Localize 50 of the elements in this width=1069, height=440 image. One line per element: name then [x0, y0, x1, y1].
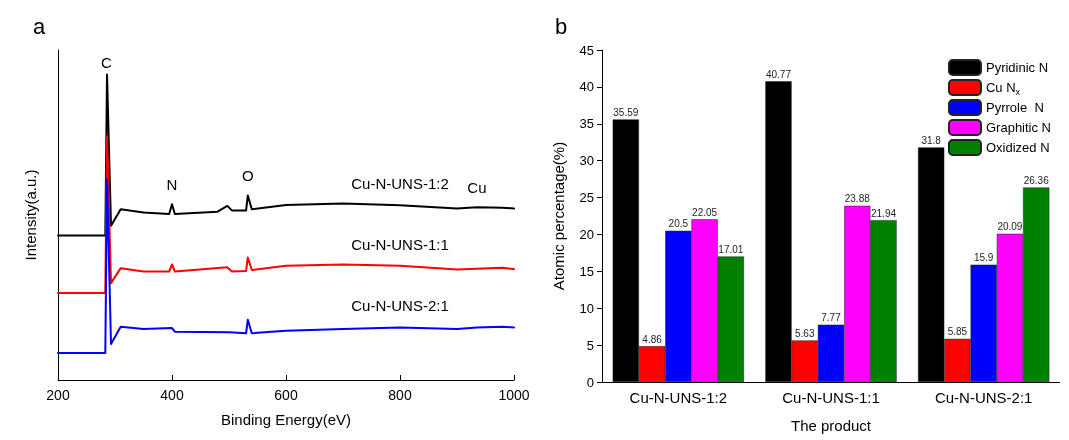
x-tick-label: 800 [388, 387, 412, 403]
annotation: O [241, 167, 254, 185]
data-label: 23.88 [844, 193, 871, 205]
data-label: 21.94 [871, 207, 897, 219]
legend-label: Pyridinic N [985, 60, 1049, 75]
y-tick-label: 30 [579, 153, 594, 169]
y-tick-label: 35 [579, 116, 594, 132]
x-tick-label: Cu-N-UNS-1:2 [629, 389, 728, 406]
y-tick-label: 45 [579, 42, 594, 58]
series-label: Cu-N-UNS-1:1 [351, 235, 449, 253]
y-axis-title: Atomic percentage(%) [550, 141, 567, 291]
data-label: 26.36 [1023, 175, 1050, 187]
x-axis-title: Binding Energy(eV) [220, 411, 352, 428]
data-label: 5.85 [947, 326, 968, 338]
x-tick-label: 1000 [498, 387, 530, 403]
data-label: 7.77 [821, 312, 842, 324]
x-tick-label: Cu-N-UNS-1:1 [782, 389, 880, 406]
data-label: 20.5 [668, 218, 689, 230]
chart-title: a [33, 13, 46, 39]
data-label: 5.63 [795, 327, 815, 339]
legend-label: Oxidized N [985, 140, 1050, 155]
y-tick-label: 5 [586, 337, 594, 353]
x-tick-label: 400 [160, 387, 184, 403]
x-tick-label: 200 [46, 387, 70, 403]
data-label: 40.77 [765, 68, 792, 80]
x-tick-label: Cu-N-UNS-2:1 [934, 389, 1033, 406]
y-tick-label: 10 [579, 300, 594, 316]
y-tick-label: 20 [579, 226, 594, 242]
data-label: 4.86 [642, 333, 663, 345]
chart-title: b [555, 13, 568, 39]
annotation: Cu [467, 179, 487, 197]
x-tick-label: 600 [274, 387, 298, 403]
legend-label: Graphitic N [985, 120, 1052, 135]
data-label: 35.59 [613, 106, 639, 118]
legend-label: Pyrrole N [985, 100, 1044, 115]
y-tick-label: 25 [579, 190, 594, 206]
annotation: N [166, 176, 178, 194]
annotation: C [101, 54, 113, 72]
y-tick-label: 0 [586, 374, 594, 390]
data-label: 31.8 [921, 134, 942, 146]
series-label: Cu-N-UNS-1:2 [351, 175, 449, 193]
y-tick-label: 15 [579, 263, 594, 279]
x-axis-title: The product [790, 417, 872, 434]
series-label: Cu-N-UNS-2:1 [351, 297, 449, 315]
data-label: 15.9 [973, 252, 994, 264]
data-label: 17.01 [718, 244, 744, 255]
data-label: 20.09 [997, 221, 1023, 233]
y-axis-title: Intensity(a.u.) [22, 169, 39, 261]
data-label: 22.05 [692, 206, 718, 218]
y-tick-label: 40 [579, 79, 594, 95]
